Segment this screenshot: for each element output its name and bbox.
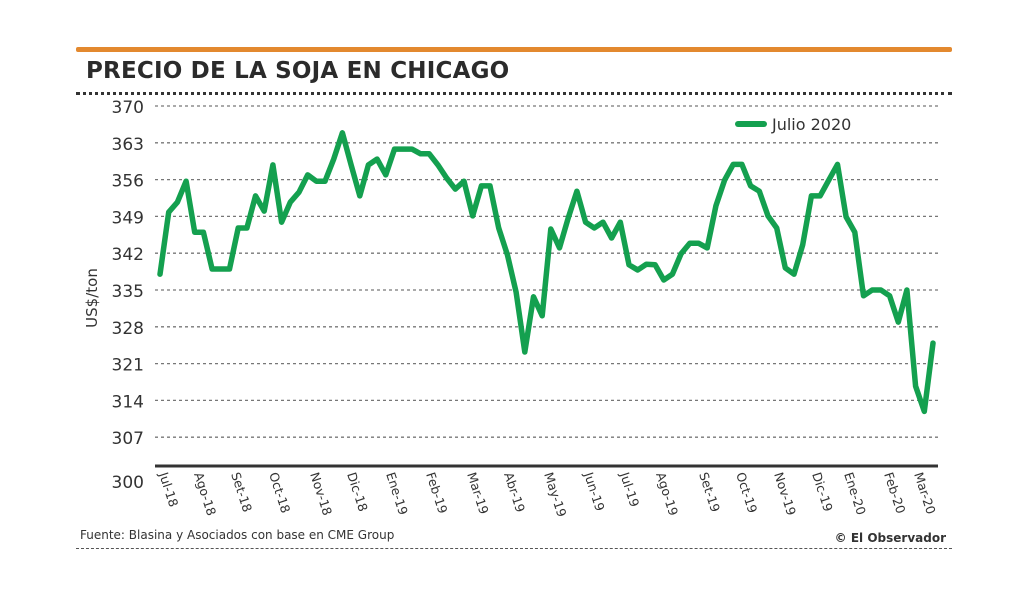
x-tick-label: Set-19 — [696, 470, 723, 514]
x-tick-label: Oct-18 — [266, 470, 293, 515]
y-tick-label: 314 — [112, 392, 144, 412]
x-tick-label: Abr-19 — [501, 470, 528, 514]
y-axis-label: US$/ton — [83, 268, 101, 328]
x-tick-label: Ago-18 — [191, 470, 219, 517]
x-tick-label: Oct-19 — [733, 470, 760, 515]
y-tick-label: 363 — [112, 135, 144, 155]
x-tick-label: Ene-19 — [383, 470, 411, 516]
x-tick-label: Set-18 — [228, 470, 255, 514]
header-accent-rule — [76, 47, 952, 52]
x-tick-label: May-19 — [541, 470, 570, 518]
y-tick-label: 342 — [112, 245, 144, 265]
x-tick-label: Dic-19 — [809, 470, 836, 513]
x-tick-label: Nov-19 — [771, 470, 799, 517]
source-note: Fuente: Blasina y Asociados con base en … — [80, 528, 395, 542]
y-tick-label: 328 — [112, 319, 144, 339]
x-tick-label: Feb-19 — [423, 470, 450, 515]
series-line-julio-2020 — [157, 130, 936, 415]
x-tick-label: Feb-20 — [881, 470, 908, 515]
x-tick-label: Dic-18 — [344, 470, 371, 513]
y-tick-label: 321 — [112, 356, 144, 376]
x-tick-label: Mar-19 — [464, 470, 492, 516]
legend: Julio 2020 — [735, 115, 851, 134]
y-tick-label: 300 — [112, 473, 144, 493]
x-axis-ticks: Jul-18 Ago-18 Set-18 Oct-18 Nov-18 Dic-18 Ene-… — [156, 469, 939, 518]
x-tick-label: Ago-19 — [653, 470, 681, 517]
title-divider — [76, 92, 952, 95]
x-tick-label: Nov-18 — [307, 470, 335, 517]
y-tick-label: 307 — [112, 429, 144, 449]
x-tick-label: Ene-20 — [841, 470, 869, 516]
credit-note: © El Observador — [834, 531, 946, 545]
x-tick-label: Jul-18 — [156, 469, 182, 508]
legend-label: Julio 2020 — [771, 115, 851, 134]
y-tick-label: 349 — [112, 208, 144, 228]
y-axis-ticks: 300 307 314 321 328 335 342 349 356 363 370 — [112, 98, 144, 493]
x-tick-label: Mar-20 — [911, 470, 939, 516]
y-tick-label: 335 — [112, 282, 144, 302]
y-tick-label: 370 — [112, 98, 144, 118]
x-tick-label: Jun-19 — [581, 469, 608, 513]
x-tick-label: Jul-19 — [617, 469, 643, 508]
footer-divider — [76, 548, 952, 549]
chart-title: PRECIO DE LA SOJA EN CHICAGO — [86, 58, 510, 84]
y-tick-label: 356 — [112, 172, 144, 192]
